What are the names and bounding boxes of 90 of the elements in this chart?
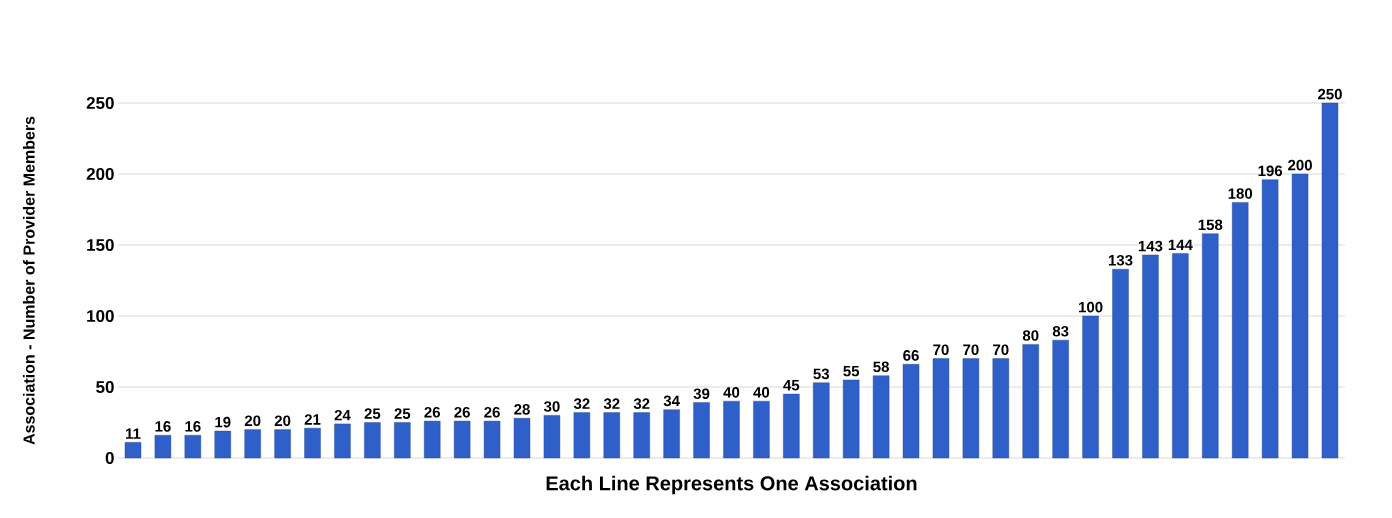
- bar: [693, 402, 710, 459]
- data-label: 40: [723, 387, 740, 398]
- bar: [1291, 173, 1309, 459]
- bar: [1082, 315, 1099, 459]
- data-label: 20: [244, 415, 261, 427]
- y-tick-label: 50: [96, 380, 114, 394]
- data-label: 58: [873, 361, 889, 373]
- data-label: 70: [963, 344, 979, 356]
- data-label: 16: [155, 421, 171, 432]
- bar: [753, 400, 770, 459]
- data-label: 45: [783, 380, 800, 391]
- bar: [244, 429, 261, 459]
- x-axis-title: Each Line Represents One Association: [546, 475, 917, 495]
- data-label: 144: [1168, 239, 1193, 250]
- data-label: 100: [1079, 301, 1103, 313]
- bar: [633, 412, 650, 459]
- bar: [513, 418, 531, 459]
- y-axis-title: Association - Number of Provider Members: [22, 116, 35, 445]
- data-label: 32: [603, 398, 620, 410]
- bar: [394, 422, 411, 459]
- data-label: 25: [394, 408, 411, 419]
- data-label: 11: [125, 428, 141, 439]
- y-tick-label: 0: [105, 451, 114, 465]
- bar: [813, 382, 830, 459]
- bar: [1172, 253, 1189, 459]
- data-label: 26: [484, 406, 500, 418]
- data-label: 32: [633, 398, 650, 410]
- bar: [783, 393, 800, 459]
- bar: [1261, 179, 1279, 459]
- bar: [663, 409, 680, 459]
- data-label: 28: [514, 404, 530, 415]
- bar: [214, 430, 231, 459]
- data-label: 80: [1022, 330, 1039, 341]
- data-label: 25: [364, 408, 381, 419]
- bar: [124, 442, 142, 459]
- bar: [1232, 202, 1249, 459]
- data-label: 250: [1317, 88, 1342, 100]
- data-label: 180: [1228, 188, 1253, 199]
- data-label: 70: [933, 344, 949, 356]
- bar: [723, 400, 740, 459]
- y-tick-label: 250: [86, 96, 114, 110]
- data-label: 26: [424, 406, 441, 418]
- data-label: 143: [1138, 240, 1163, 252]
- bar: [304, 427, 321, 459]
- data-label: 196: [1258, 165, 1283, 177]
- bar: [184, 435, 202, 459]
- data-label: 32: [573, 398, 590, 410]
- bar: [872, 375, 890, 459]
- bar: [364, 422, 381, 459]
- bar: [1052, 339, 1069, 459]
- bar: [334, 423, 351, 459]
- data-label: 53: [813, 368, 830, 380]
- bar: [154, 435, 172, 459]
- bar: [1142, 254, 1159, 459]
- bar: [424, 420, 441, 459]
- bar: [842, 379, 860, 459]
- data-label: 70: [993, 344, 1009, 356]
- y-tick-label: 200: [86, 167, 114, 181]
- data-label: 200: [1288, 159, 1312, 171]
- data-label: 30: [543, 401, 560, 412]
- bar: [483, 420, 501, 459]
- data-label: 158: [1198, 219, 1223, 231]
- bar: [573, 412, 591, 459]
- bar: [1112, 268, 1129, 459]
- data-label: 19: [215, 416, 231, 428]
- y-tick-label: 150: [87, 238, 114, 252]
- bar: [1022, 344, 1039, 459]
- bar: [932, 358, 950, 459]
- bar: [962, 358, 980, 459]
- bar: [453, 420, 471, 459]
- bar: [1321, 102, 1339, 459]
- data-label: 34: [663, 395, 680, 407]
- data-label: 21: [304, 414, 321, 425]
- bar: [603, 412, 620, 459]
- bar: [543, 415, 561, 459]
- data-label: 20: [274, 415, 291, 427]
- data-label: 24: [334, 409, 351, 421]
- bar: [992, 358, 1010, 459]
- data-label: 16: [185, 421, 201, 432]
- data-label: 26: [454, 406, 470, 418]
- bar: [902, 364, 920, 459]
- data-label: 39: [693, 388, 710, 400]
- y-tick-label: 100: [87, 309, 114, 323]
- data-label: 133: [1108, 254, 1133, 266]
- bar: [274, 429, 291, 459]
- data-label: 55: [843, 365, 860, 377]
- data-label: 83: [1052, 325, 1069, 337]
- bar: [1202, 233, 1219, 459]
- data-label: 66: [903, 350, 919, 361]
- data-label: 40: [753, 387, 770, 398]
